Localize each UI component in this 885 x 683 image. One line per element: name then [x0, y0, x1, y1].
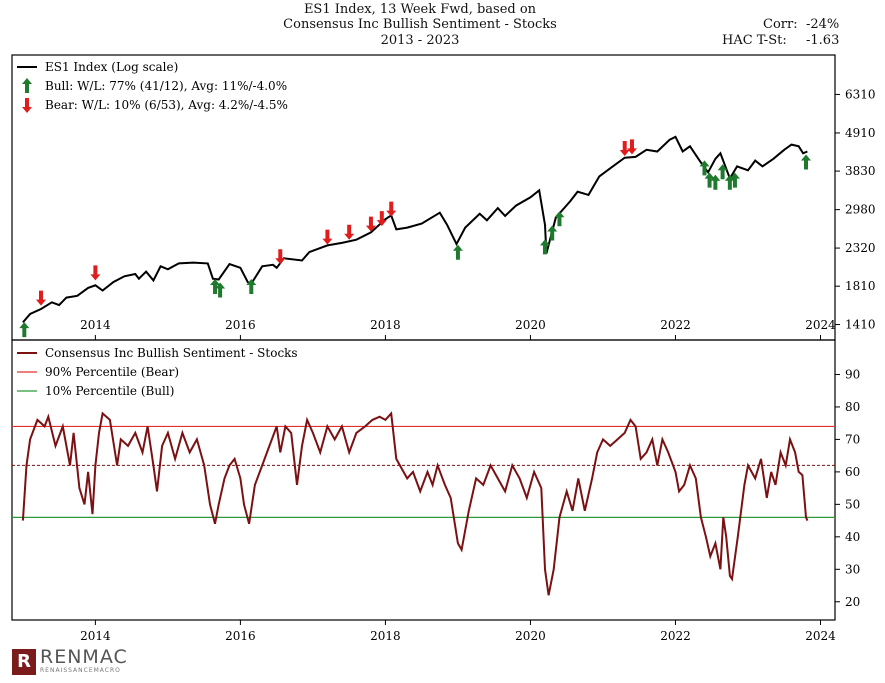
top-x-tick-label: 2020	[515, 318, 546, 332]
top-y-tick-label: 1410	[845, 318, 876, 332]
top-legend-label: Bear: W/L: 10% (6/53), Avg: 4.2%/-4.5%	[45, 98, 288, 112]
tstat-label: HAC T-St:	[722, 33, 787, 48]
bull-signal-arrow	[547, 225, 558, 241]
top-x-tick-label: 2018	[370, 318, 401, 332]
bear-signal-arrow	[386, 201, 397, 217]
bottom-x-tick-label: 2014	[80, 629, 111, 643]
bear-signal-arrow	[36, 290, 47, 306]
bear-signal-arrow	[376, 211, 387, 227]
chart-title-line1: ES1 Index, 13 Week Fwd, based on	[303, 2, 537, 17]
bull-signal-arrow	[710, 174, 721, 190]
logo-mark: R	[12, 648, 36, 675]
bottom-y-tick-label: 90	[845, 367, 860, 381]
tstat-value: -1.63	[806, 33, 840, 48]
logo-text: RENMAC RENAISSANCEMACRO	[40, 648, 128, 675]
top-legend-label: ES1 Index (Log scale)	[45, 60, 178, 74]
top-y-tick-label: 3830	[845, 164, 876, 178]
chart-title-line3: 2013 - 2023	[380, 33, 460, 48]
top-x-tick-label: 2014	[80, 318, 111, 332]
logo-name: RENMAC	[40, 646, 128, 668]
legend-bear-arrow	[22, 98, 32, 113]
bottom-x-tick-label: 2018	[370, 629, 401, 643]
top-x-tick-label: 2024	[805, 318, 836, 332]
top-y-tick-label: 4910	[845, 126, 876, 140]
bear-signal-arrow	[275, 249, 286, 265]
bottom-panel: 20 30 40 50 60 70 80 90 2014 2016 2018 2020 2022 2024…	[12, 346, 860, 643]
legend-bull-arrow	[22, 78, 32, 93]
bottom-panel-frame	[11, 339, 836, 621]
top-x-tick-label: 2016	[225, 318, 256, 332]
top-x-tick-label: 2022	[660, 318, 691, 332]
bottom-x-tick-label: 2022	[660, 629, 691, 643]
bottom-x-tick-label: 2016	[225, 629, 256, 643]
bull-signal-arrow	[452, 244, 463, 260]
bull-signal-arrow	[717, 164, 728, 180]
bottom-x-tick-label: 2024	[805, 629, 836, 643]
bear-signal-arrow	[322, 229, 333, 245]
bottom-x-tick-label: 2020	[515, 629, 546, 643]
bottom-legend-label: 90% Percentile (Bear)	[45, 365, 179, 379]
bottom-legend-label: 10% Percentile (Bull)	[45, 384, 174, 398]
bull-signal-arrow	[704, 172, 715, 188]
bear-signal-arrow	[626, 139, 637, 155]
top-y-tick-label: 2980	[845, 203, 876, 217]
bottom-y-tick-label: 70	[845, 432, 860, 446]
bottom-legend-label: Consensus Inc Bullish Sentiment - Stocks	[45, 346, 298, 360]
bear-signal-arrow	[90, 265, 101, 281]
top-y-tick-label: 1810	[845, 279, 876, 293]
bull-signal-arrow	[215, 282, 226, 298]
bear-signal-arrow	[619, 141, 630, 157]
top-y-tick-label: 6310	[845, 87, 876, 101]
top-y-tick-label: 2320	[845, 241, 876, 255]
bear-signal-arrow	[344, 224, 355, 240]
bull-signal-arrow	[539, 239, 550, 255]
bottom-y-tick-label: 30	[845, 562, 860, 576]
bottom-y-tick-label: 20	[845, 595, 860, 609]
bottom-y-tick-label: 50	[845, 497, 860, 511]
corr-label: Corr:	[763, 17, 798, 32]
bull-signal-arrow	[699, 160, 710, 176]
bear-signal-arrow	[365, 216, 376, 232]
es1-index-line	[22, 135, 808, 324]
bull-signal-arrow	[19, 322, 30, 338]
logo-tagline: RENAISSANCEMACRO	[40, 667, 121, 674]
bottom-y-tick-label: 80	[845, 400, 860, 414]
corr-value: -24%	[806, 17, 840, 32]
top-panel: 1410 1810 2320 2980 3830 4910 6310 2014 2016 2018…	[17, 60, 876, 340]
bottom-y-tick-label: 60	[845, 465, 860, 479]
top-legend-label: Bull: W/L: 77% (41/12), Avg: 11%/-4.0%	[45, 79, 287, 93]
bull-signal-arrow	[210, 279, 221, 295]
renmac-logo: R RENMAC RENAISSANCEMACRO	[12, 648, 128, 675]
chart-title-line2: Consensus Inc Bullish Sentiment - Stocks	[283, 17, 557, 32]
sentiment-line	[21, 411, 809, 596]
bull-signal-arrow	[800, 154, 811, 170]
bull-signal-arrow	[246, 279, 257, 295]
bull-signal-arrow	[554, 211, 565, 227]
bottom-y-tick-label: 40	[845, 530, 860, 544]
bull-signal-arrow	[729, 172, 740, 188]
